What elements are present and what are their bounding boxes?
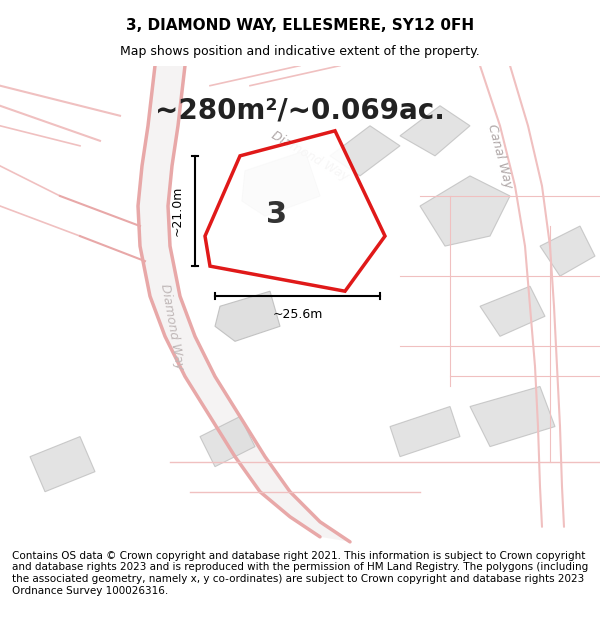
- Polygon shape: [400, 106, 470, 156]
- Polygon shape: [215, 291, 280, 341]
- Text: Canal Way: Canal Way: [485, 122, 515, 189]
- Text: Diamond Way: Diamond Way: [269, 129, 351, 183]
- Polygon shape: [390, 406, 460, 457]
- Text: Contains OS data © Crown copyright and database right 2021. This information is : Contains OS data © Crown copyright and d…: [12, 551, 588, 596]
- Text: ~280m²/~0.069ac.: ~280m²/~0.069ac.: [155, 97, 445, 125]
- Text: Diamond Way: Diamond Way: [158, 282, 186, 370]
- Text: ~21.0m: ~21.0m: [170, 186, 184, 236]
- Polygon shape: [540, 226, 595, 276]
- Polygon shape: [30, 437, 95, 492]
- Polygon shape: [205, 131, 385, 291]
- Polygon shape: [138, 66, 350, 542]
- Polygon shape: [480, 286, 545, 336]
- Text: Map shows position and indicative extent of the property.: Map shows position and indicative extent…: [120, 44, 480, 58]
- Polygon shape: [470, 386, 555, 447]
- Text: 3, DIAMOND WAY, ELLESMERE, SY12 0FH: 3, DIAMOND WAY, ELLESMERE, SY12 0FH: [126, 18, 474, 33]
- Text: 3: 3: [266, 200, 287, 229]
- Polygon shape: [200, 416, 255, 467]
- Polygon shape: [420, 176, 510, 246]
- Polygon shape: [242, 151, 320, 216]
- Text: ~25.6m: ~25.6m: [272, 308, 323, 321]
- Polygon shape: [330, 126, 400, 176]
